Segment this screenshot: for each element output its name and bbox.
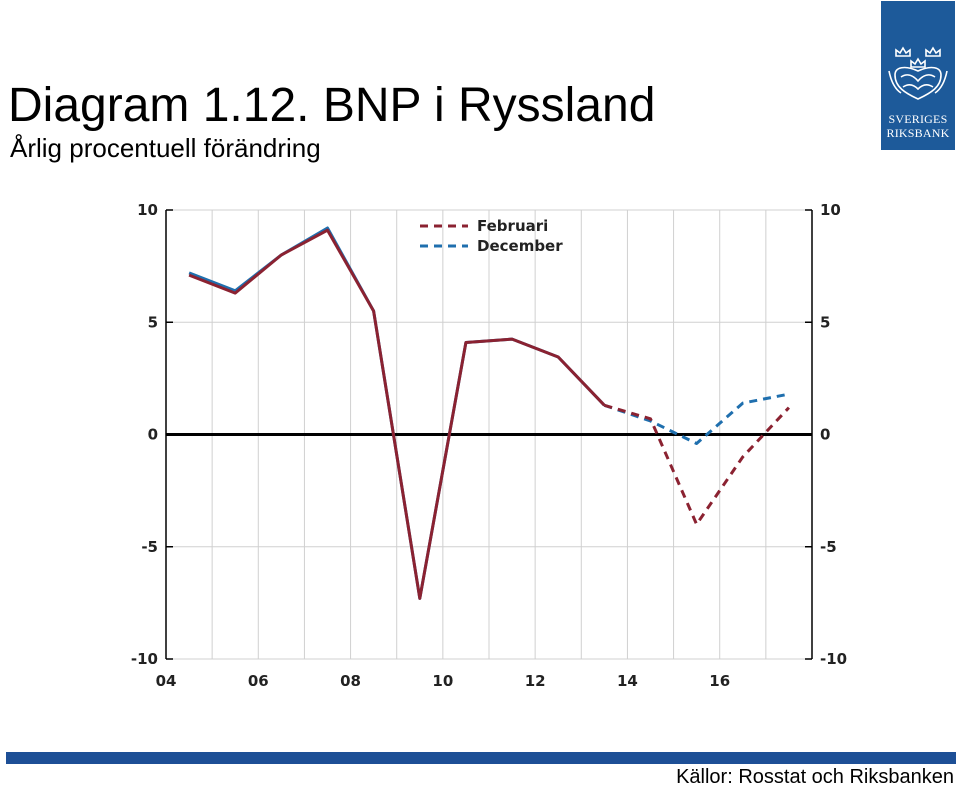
- source-note: Källor: Rosstat och Riksbanken: [676, 766, 954, 788]
- series-line-februari-forecast: [603, 403, 790, 526]
- page-subtitle: Årlig procentuell förändring: [10, 133, 321, 163]
- y-tick-label-right: -10: [820, 650, 847, 668]
- series-line-februari-outcome: [188, 228, 606, 600]
- legend-label-februari: Februari: [477, 217, 548, 235]
- legend-label-december: December: [477, 237, 563, 255]
- footer-bar: [6, 752, 956, 764]
- x-tick-label: 10: [432, 672, 453, 690]
- crown-crest-icon: [888, 46, 948, 100]
- y-tick-label-right: 10: [820, 201, 841, 219]
- y-tick-label-right: 0: [820, 426, 830, 444]
- y-tick-label-right: -5: [820, 538, 837, 556]
- logo-text-line1: SVERIGES: [888, 112, 948, 126]
- x-tick-label: 12: [525, 672, 546, 690]
- y-tick-label-left: -5: [141, 538, 158, 556]
- y-tick-label-right: 5: [820, 313, 830, 331]
- x-tick-label: 08: [340, 672, 361, 690]
- y-tick-label-left: -10: [131, 650, 158, 668]
- chart-axes: [165, 209, 813, 660]
- x-tick-label: 04: [156, 672, 177, 690]
- x-tick-label: 06: [248, 672, 269, 690]
- y-tick-label-left: 5: [148, 313, 158, 331]
- x-tick-label: 14: [617, 672, 638, 690]
- y-tick-label-left: 0: [148, 426, 158, 444]
- chart-tick-labels: -10 -10 -5 -5 0 0 5 5 10 10 04 06 08 10 12 14 16: [131, 201, 847, 690]
- chart-series: [188, 226, 790, 600]
- logo-text-line2: RIKSBANK: [886, 126, 950, 140]
- gdp-line-chart: -10 -10 -5 -5 0 0 5 5 10 10 04 06 08 10 12 14 16 Februar…: [131, 201, 847, 690]
- chart-legend: Februari December: [420, 217, 563, 255]
- y-tick-label-left: 10: [137, 201, 158, 219]
- x-tick-label: 16: [709, 672, 730, 690]
- riksbank-crest-logo: SVERIGES RIKSBANK: [881, 1, 955, 150]
- page-title: Diagram 1.12. BNP i Ryssland: [8, 79, 656, 132]
